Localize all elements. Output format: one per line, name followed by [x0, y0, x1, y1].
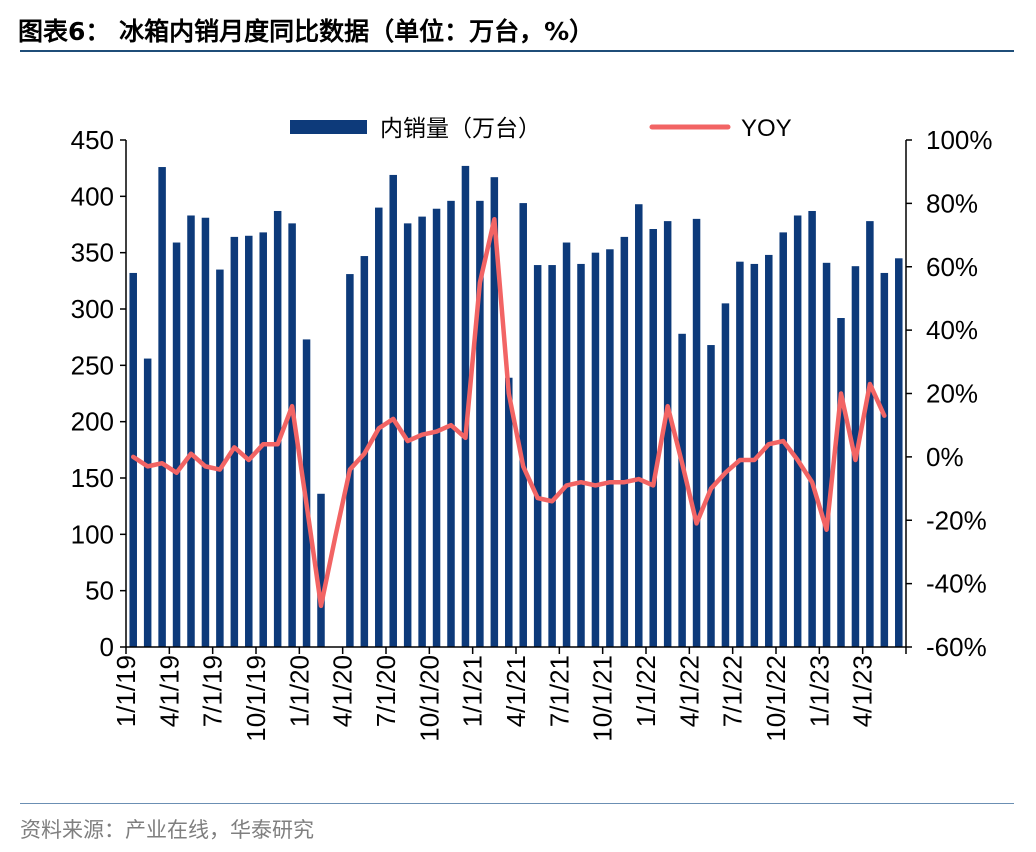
x-tick-label: 4/1/22: [674, 655, 704, 727]
bar: [129, 272, 137, 647]
bar: [432, 208, 441, 648]
bar: [490, 177, 499, 647]
y-right-tick-label: 80%: [926, 188, 978, 218]
bar: [591, 252, 600, 648]
figure-title: 图表6： 冰箱内销月度同比数据（单位：万台，%）: [18, 17, 595, 46]
x-tick-label: 4/1/23: [848, 655, 878, 727]
bar: [158, 167, 166, 648]
bar: [837, 318, 845, 647]
legend-line-label: YOY: [741, 115, 792, 142]
bar: [606, 249, 614, 648]
y-left-tick-label: 0: [100, 632, 114, 662]
bar: [793, 215, 802, 648]
x-tick-label: 7/1/19: [198, 655, 228, 727]
x-tick-label: 1/1/22: [631, 655, 661, 727]
y-left-tick-label: 350: [71, 238, 114, 268]
bar: [678, 333, 686, 647]
bar: [620, 236, 629, 647]
bar: [288, 223, 296, 647]
bar: [403, 223, 412, 647]
y-right-tick-label: 0%: [926, 442, 964, 472]
x-tick-label: 7/1/22: [718, 655, 748, 727]
bar: [895, 258, 903, 647]
bar: [505, 377, 513, 647]
bar: [736, 261, 744, 647]
bar: [461, 165, 470, 647]
y-right-tick-label: -20%: [926, 505, 987, 535]
legend-bar-swatch: [290, 120, 367, 134]
bar: [808, 210, 816, 648]
bar: [533, 265, 542, 647]
bar: [880, 272, 889, 647]
bar: [635, 204, 643, 647]
y-left-tick-label: 250: [71, 350, 114, 380]
bar: [418, 216, 426, 648]
y-right-tick-label: -60%: [926, 632, 987, 662]
bar: [317, 493, 325, 647]
x-tick-label: 1/1/20: [284, 655, 314, 727]
bar: [822, 262, 831, 647]
x-tick-label: 7/1/21: [544, 655, 574, 727]
x-tick-label: 1/1/21: [458, 655, 488, 727]
footer-divider: [20, 803, 1014, 804]
y-left-tick-label: 100: [71, 519, 114, 549]
bar: [649, 229, 657, 647]
bar: [562, 242, 571, 647]
bar: [201, 217, 210, 648]
x-tick-label: 10/1/20: [414, 655, 444, 742]
bar: [230, 236, 239, 647]
y-right-tick-label: -40%: [926, 569, 987, 599]
bar: [143, 358, 152, 647]
bar: [866, 221, 874, 647]
x-tick-label: 4/1/20: [328, 655, 358, 727]
bar: [765, 254, 773, 648]
source-note: 资料来源：产业在线，华泰研究: [20, 818, 314, 842]
bar: [216, 269, 224, 647]
axes: 0 50 100 150 200 250 300 350 400 450 -60% -40% -20% 0…: [71, 125, 993, 742]
bar: [663, 221, 672, 647]
bar: [346, 274, 354, 647]
y-right-tick-label: 20%: [926, 379, 978, 409]
line-series-layer: [130, 216, 887, 609]
bar: [389, 174, 397, 647]
bar: [519, 203, 527, 647]
yoy-line: [130, 216, 887, 609]
bar: [187, 215, 195, 648]
x-tick-label: 10/1/19: [241, 655, 271, 742]
y-left-tick-label: 200: [71, 407, 114, 437]
x-tick-label: 1/1/23: [804, 655, 834, 727]
bar: [172, 242, 181, 647]
y-right-tick-label: 60%: [926, 252, 978, 282]
bar: [692, 218, 701, 647]
bar: [273, 210, 282, 648]
combo-chart: 0 50 100 150 200 250 300 350 400 450 -60% -40% -20% 0…: [71, 115, 993, 742]
bar: [476, 200, 484, 647]
bar: [259, 232, 267, 647]
x-tick-label: 1/1/19: [111, 655, 141, 727]
y-right-tick-label: 100%: [926, 125, 993, 155]
y-left-tick-label: 150: [71, 463, 114, 493]
bar: [577, 263, 585, 647]
x-tick-label: 4/1/21: [501, 655, 531, 727]
title-divider: [20, 50, 1014, 52]
bar: [548, 265, 556, 647]
y-left-tick-label: 50: [85, 576, 114, 606]
legend: 内销量（万台） YOY: [290, 115, 792, 142]
x-tick-label: 4/1/19: [154, 655, 184, 727]
x-tick-label: 10/1/21: [588, 655, 618, 742]
y-left-tick-label: 450: [71, 125, 114, 155]
y-right-tick-label: 40%: [926, 315, 978, 345]
y-left-tick-label: 300: [71, 294, 114, 324]
bar: [750, 263, 759, 647]
x-tick-label: 7/1/20: [371, 655, 401, 727]
y-left-tick-label: 400: [71, 181, 114, 211]
bar-series: [129, 165, 903, 648]
bar: [707, 345, 715, 647]
x-tick-label: 10/1/22: [761, 655, 791, 742]
legend-bar-label: 内销量（万台）: [380, 116, 541, 142]
bar: [245, 235, 253, 647]
